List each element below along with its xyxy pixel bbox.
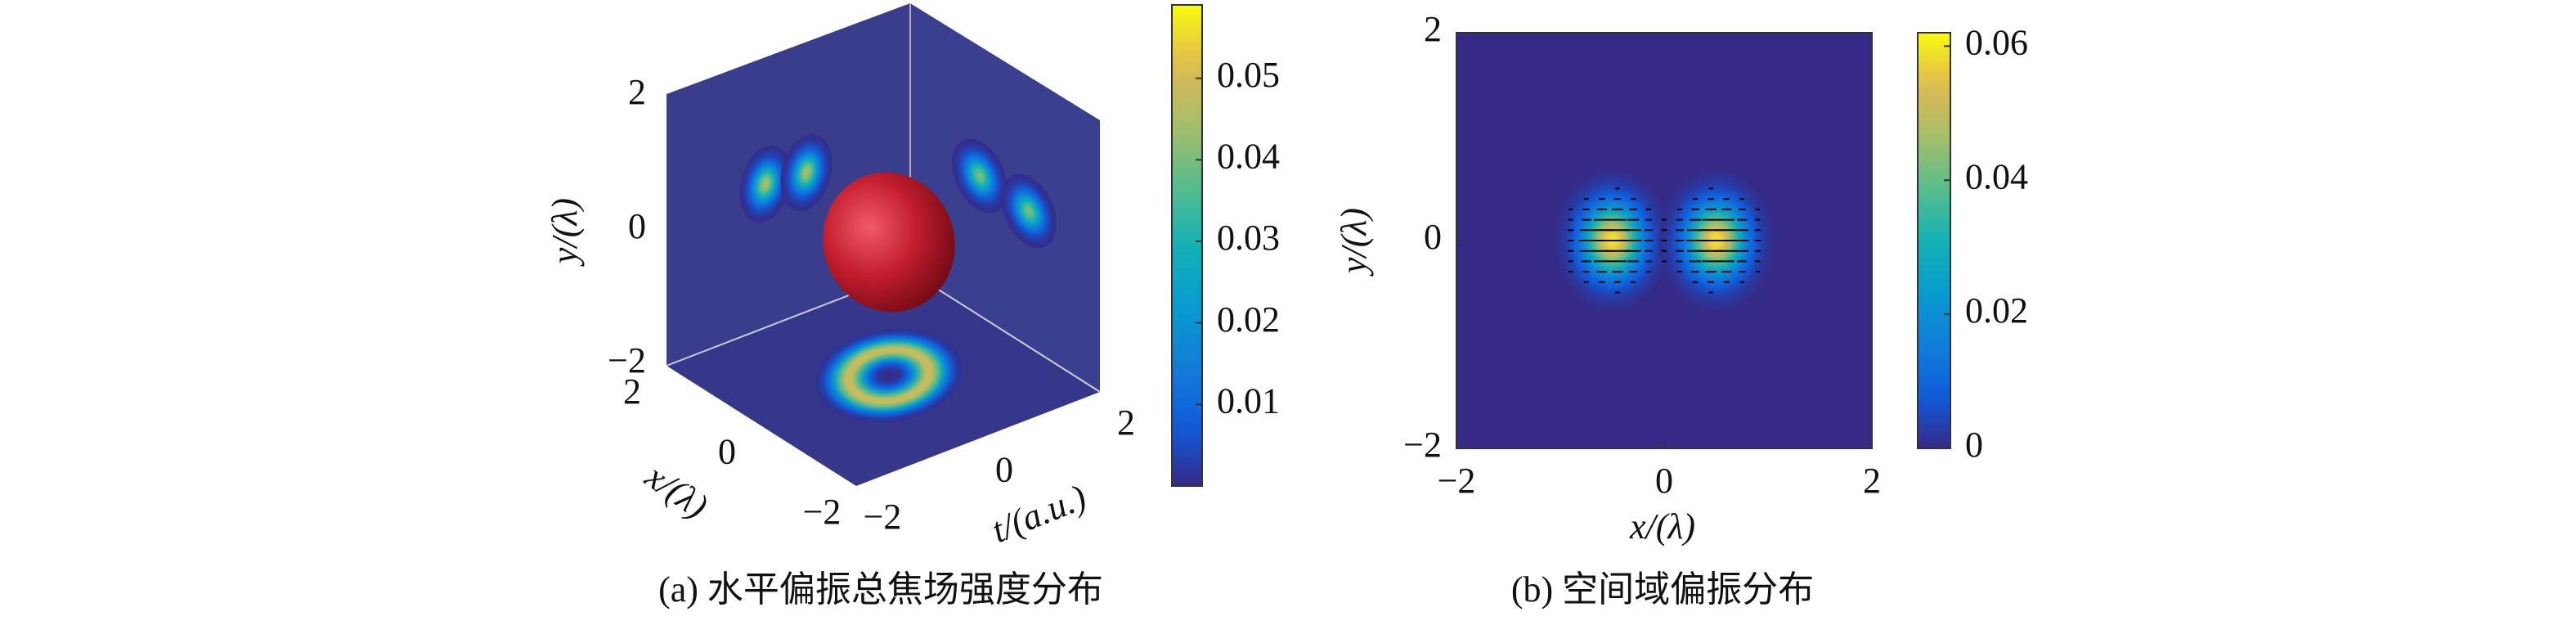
y-tick-label: 2 [1424, 9, 1442, 49]
projection-spot [1001, 173, 1057, 249]
y-axis-label: y/(λ) [545, 198, 585, 267]
projections [739, 133, 1057, 422]
colorbar-tick-label: 0 [1965, 425, 1983, 465]
projection-spot [952, 138, 1008, 214]
x-tick-label: −2 [803, 492, 841, 532]
colorbar-tick-label: 0.02 [1965, 290, 2028, 331]
x-tick-label: 0 [1655, 461, 1673, 501]
cube [666, 3, 1101, 486]
x-tick-label: −2 [1438, 461, 1476, 501]
y-tick-label: 0 [1424, 217, 1442, 257]
x-tick-label: 2 [623, 371, 641, 412]
colorbar [1917, 32, 1951, 449]
projection-spot [739, 145, 792, 223]
caption: (b) 空间域偏振分布 [1511, 569, 1814, 610]
projection-ring [815, 329, 963, 422]
colorbar-tick-label: 0.04 [1965, 156, 2028, 196]
projection-spot [780, 133, 832, 212]
isosurface [823, 172, 955, 313]
cube-edge [909, 271, 1101, 393]
y-tick-label: 0 [628, 206, 646, 246]
x-tick-label: 0 [718, 432, 736, 472]
y-tick-label: 2 [628, 72, 646, 112]
y-tick-label: −2 [1403, 425, 1442, 465]
t-tick-label: 2 [1117, 403, 1135, 443]
y-tick-label: −2 [608, 340, 646, 380]
colorbar-tick-label: 0.02 [1217, 299, 1280, 340]
x-tick-label: 2 [1863, 461, 1881, 501]
colorbar-tick-label: 0.03 [1217, 218, 1280, 258]
colorbar-tick-label: 0.04 [1217, 136, 1280, 176]
colorbar-tick-label: 0.05 [1217, 55, 1280, 95]
y-axis-label: y/(λ) [1334, 208, 1374, 277]
x-axis-label: x/(λ) [638, 456, 716, 527]
colorbar-tick-label: 0.01 [1217, 380, 1280, 421]
t-tick-label: 0 [995, 450, 1013, 490]
t-tick-label: −2 [864, 497, 902, 537]
colorbar-tick-label: 0.06 [1965, 22, 2028, 62]
colorbar [1171, 4, 1203, 487]
x-axis-label: x/(λ) [1629, 506, 1695, 547]
caption: (a) 水平偏振总焦场强度分布 [658, 569, 1103, 610]
